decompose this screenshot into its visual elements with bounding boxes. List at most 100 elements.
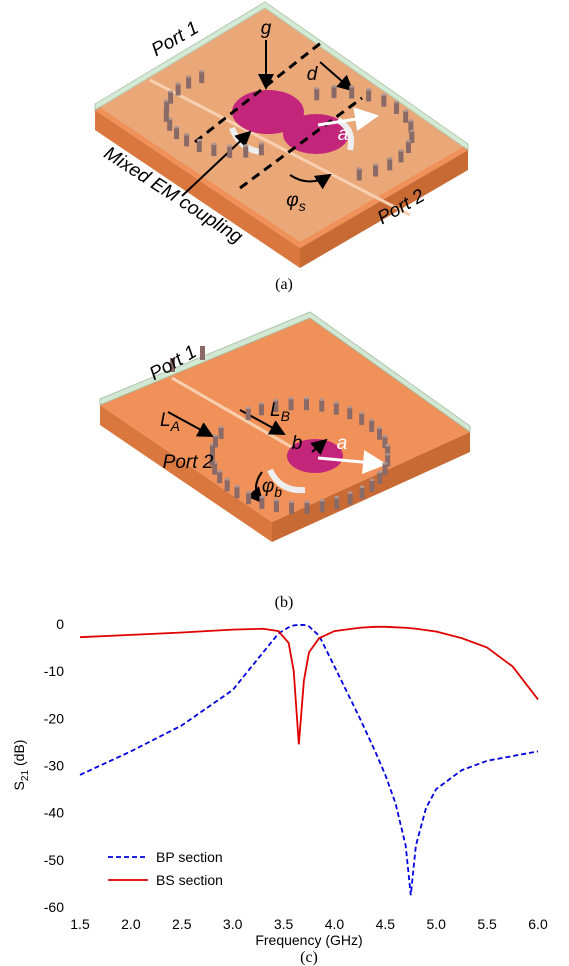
via-top bbox=[289, 397, 294, 400]
chart: S21(dB) Frequency (GHz) (c) 0-10-20-30-4… bbox=[11, 616, 548, 966]
via bbox=[347, 407, 352, 419]
via-top bbox=[348, 491, 353, 494]
via-top bbox=[332, 85, 337, 88]
via-top bbox=[246, 407, 251, 410]
line-series bbox=[80, 625, 538, 895]
via bbox=[168, 92, 173, 104]
x-tick-label: 5.0 bbox=[426, 916, 446, 932]
via-top bbox=[320, 499, 325, 502]
port-label: Port 2 bbox=[163, 452, 214, 473]
via bbox=[320, 500, 325, 512]
via bbox=[227, 146, 232, 158]
via-top bbox=[259, 142, 264, 145]
board-b bbox=[100, 312, 470, 542]
via-top bbox=[213, 434, 218, 437]
via-top bbox=[319, 398, 324, 401]
caption: (b) bbox=[275, 594, 294, 611]
via bbox=[319, 400, 324, 412]
via bbox=[200, 346, 205, 360]
caption: (c) bbox=[300, 949, 318, 966]
via bbox=[211, 144, 216, 156]
via-top bbox=[381, 93, 386, 96]
symbol: L bbox=[270, 400, 281, 421]
via bbox=[314, 88, 319, 100]
x-tick-label: 2.0 bbox=[121, 916, 141, 932]
via bbox=[259, 497, 264, 509]
via-top bbox=[186, 75, 191, 78]
via bbox=[174, 127, 179, 139]
via-top bbox=[243, 144, 248, 147]
y-tick-label: -20 bbox=[44, 710, 64, 726]
via-top bbox=[197, 139, 202, 142]
x-tick-label: 2.5 bbox=[172, 916, 192, 932]
via-top bbox=[360, 486, 365, 489]
via bbox=[259, 143, 264, 155]
symbol: φ bbox=[262, 476, 274, 497]
caption: (a) bbox=[275, 276, 293, 293]
via-top bbox=[234, 485, 239, 488]
via bbox=[369, 420, 374, 432]
via-top bbox=[357, 167, 362, 170]
via-top bbox=[168, 90, 173, 93]
via bbox=[377, 472, 382, 484]
via bbox=[197, 140, 202, 152]
via bbox=[383, 463, 388, 475]
via bbox=[357, 168, 362, 180]
x-tick-label: 4.5 bbox=[376, 916, 396, 932]
via bbox=[176, 84, 181, 96]
via-top bbox=[369, 419, 374, 422]
via-top bbox=[366, 88, 371, 91]
via-top bbox=[373, 163, 378, 166]
via-top bbox=[377, 426, 382, 429]
via-top bbox=[334, 401, 339, 404]
via-top bbox=[184, 133, 189, 136]
via-top bbox=[408, 119, 413, 122]
x-tick-label: 4.0 bbox=[325, 916, 345, 932]
via-top bbox=[334, 496, 339, 499]
via-top bbox=[349, 85, 354, 88]
via bbox=[304, 398, 309, 410]
via-top bbox=[225, 478, 230, 481]
via-top bbox=[403, 109, 408, 112]
via-top bbox=[359, 412, 364, 415]
via bbox=[184, 134, 189, 146]
via bbox=[259, 403, 264, 415]
via bbox=[348, 493, 353, 505]
y-tick-label: -10 bbox=[44, 663, 64, 679]
y-tick-label: 0 bbox=[56, 616, 64, 632]
symbol-label: a bbox=[338, 124, 349, 145]
via-top bbox=[176, 82, 181, 85]
via-top bbox=[289, 500, 294, 503]
via bbox=[373, 165, 378, 177]
x-tick-label: 3.0 bbox=[223, 916, 243, 932]
x-tick-label: 1.5 bbox=[70, 916, 90, 932]
symbol: L bbox=[160, 410, 171, 431]
via bbox=[186, 77, 191, 89]
via bbox=[398, 150, 403, 162]
via-top bbox=[382, 435, 387, 438]
y-label-base: S bbox=[11, 781, 27, 790]
via-top bbox=[394, 101, 399, 104]
via bbox=[394, 102, 399, 114]
via-top bbox=[385, 453, 390, 456]
y-tick-label: -50 bbox=[44, 852, 64, 868]
subscript: A bbox=[170, 418, 180, 434]
via-top bbox=[305, 501, 310, 504]
via bbox=[387, 158, 392, 170]
y-tick-label: -40 bbox=[44, 805, 64, 821]
via bbox=[234, 486, 239, 498]
via bbox=[334, 497, 339, 509]
via bbox=[334, 403, 339, 415]
via bbox=[217, 471, 222, 483]
via bbox=[360, 487, 365, 499]
via bbox=[359, 413, 364, 425]
via-top bbox=[347, 406, 352, 409]
via-top bbox=[383, 462, 388, 465]
y-label-unit: (dB) bbox=[11, 740, 27, 766]
via bbox=[199, 71, 204, 83]
y-tick-label: -30 bbox=[44, 758, 64, 774]
via bbox=[370, 480, 375, 492]
via bbox=[289, 502, 294, 514]
x-tick-label: 6.0 bbox=[528, 916, 548, 932]
via bbox=[243, 146, 248, 158]
